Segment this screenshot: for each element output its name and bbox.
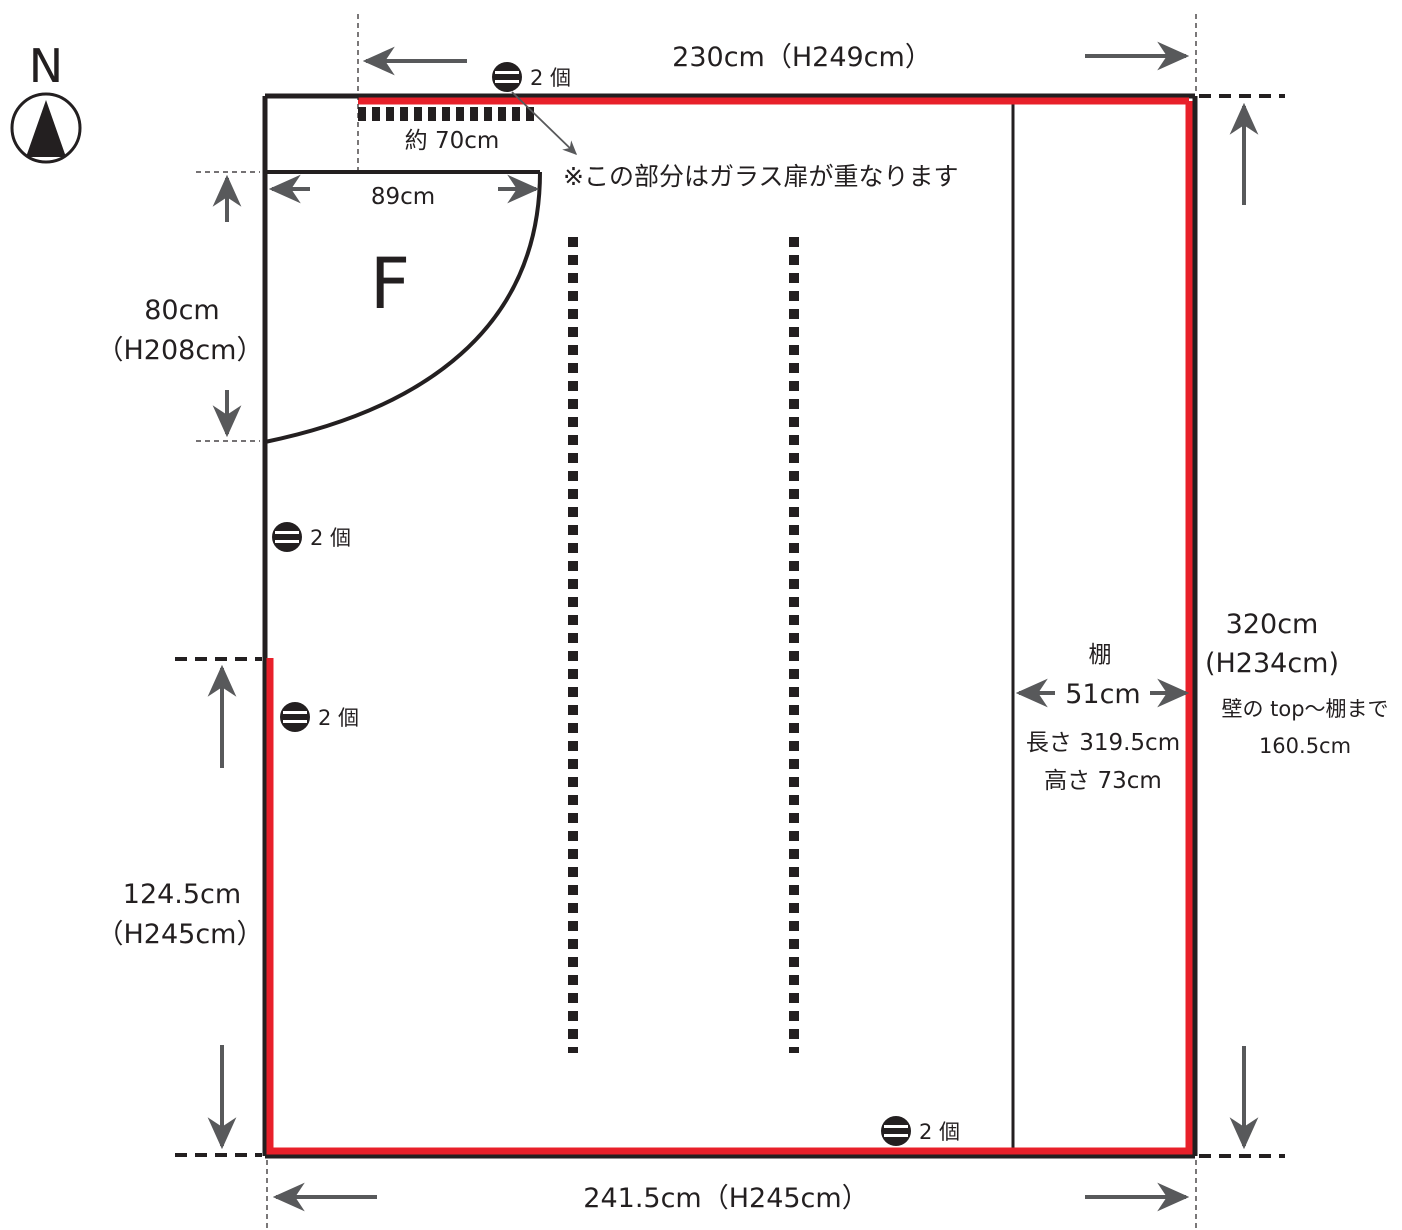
left-upper-dimension: 80cm （H208cm） (97, 171, 264, 442)
door-width-dimension: 89cm (268, 174, 540, 210)
outlet-left-upper: 2 個 (272, 522, 351, 552)
outlet-count: 2 個 (919, 1120, 960, 1144)
left-lower-height-label: （H245cm） (97, 919, 264, 950)
shelf-length-label: 長さ 319.5cm (1026, 730, 1180, 756)
overlap-width-label: 約 70cm (405, 128, 500, 154)
shelf-height-label: 高さ 73cm (1044, 768, 1162, 794)
north-indicator: N (10, 39, 82, 164)
shelf-title: 棚 (1089, 642, 1112, 668)
outlet-left-lower: 2 個 (280, 702, 359, 732)
door-swing-arc (264, 171, 542, 444)
left-upper-length-label: 80cm (144, 295, 220, 326)
right-length-dimension: 320cm (H234cm) 壁の top〜棚まで 160.5cm (1199, 94, 1389, 1158)
note-pointer (511, 91, 578, 156)
outlet-count: 2 個 (530, 66, 571, 90)
highlight-right-bottom-left (266, 101, 1193, 1155)
glass-door-note: ※この部分はガラス扉が重なります (563, 162, 958, 191)
floor-dash-lines (568, 237, 799, 1053)
left-lower-dimension: 124.5cm （H245cm） (97, 657, 264, 1157)
room-walls (262, 93, 1198, 1159)
top-width-label: 230cm（H249cm） (672, 42, 932, 73)
outlet-icon (881, 1116, 911, 1146)
door-label: F (370, 243, 410, 325)
outlet-count: 2 個 (318, 706, 359, 730)
outlet-count: 2 個 (310, 526, 351, 550)
left-upper-height-label: （H208cm） (97, 335, 264, 366)
north-arrow-icon (10, 92, 82, 164)
bottom-width-dimension: 241.5cm（H245cm） (266, 1160, 1197, 1230)
outlet-bottom: 2 個 (881, 1116, 960, 1146)
wall-to-shelf-value: 160.5cm (1259, 734, 1351, 758)
outlet-icon (492, 62, 522, 92)
right-length-label: 320cm (1226, 609, 1319, 640)
right-height-label: (H234cm) (1205, 648, 1339, 679)
outlet-top: 2 個 (492, 62, 571, 92)
shelf-depth-label: 51cm (1065, 679, 1141, 710)
left-lower-length-label: 124.5cm (123, 879, 241, 910)
north-label: N (29, 39, 63, 93)
highlight-walls (266, 97, 1193, 1155)
outlet-icon (280, 702, 310, 732)
door-width-label: 89cm (371, 184, 435, 210)
wall-to-shelf-label: 壁の top〜棚まで (1221, 697, 1388, 721)
bottom-width-label: 241.5cm（H245cm） (583, 1183, 868, 1214)
top-width-dimension: 230cm（H249cm） (362, 14, 1197, 92)
outlet-icon (272, 522, 302, 552)
shelf-info: 棚 51cm 長さ 319.5cm 高さ 73cm (1015, 642, 1190, 794)
